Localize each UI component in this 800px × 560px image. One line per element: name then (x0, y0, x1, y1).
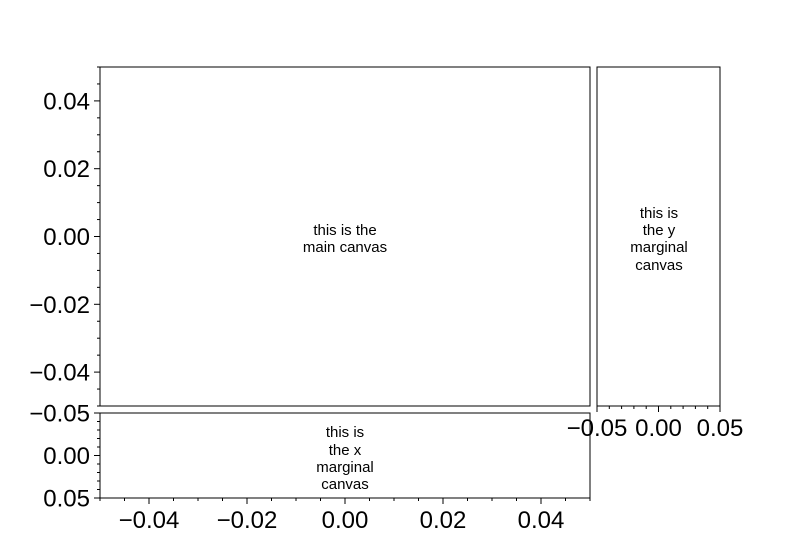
x-tick-label: 0.04 (518, 507, 565, 534)
y-marginal-canvas-annotation-line-3: marginal (630, 239, 688, 256)
y-marginal-canvas-tick-labels: −0.05 0.00 0.05 (567, 415, 744, 442)
y-marginal-canvas-annotation-line-4: canvas (635, 257, 683, 274)
x-marginal-canvas-annotation-line-3: marginal (316, 459, 374, 476)
y-marginal-canvas-annotation-line-1: this is (640, 205, 678, 222)
x-tick-label: 0.00 (322, 507, 369, 534)
y-tick-label: 0.02 (43, 156, 90, 183)
x-tick-label: 0.02 (420, 507, 467, 534)
x-marginal-canvas-tick-labels: −0.05 0.00 0.05 −0.04 −0.02 0.00 0.02 0.04 (29, 401, 564, 535)
y-tick-label: −0.05 (29, 401, 90, 428)
x-tick-label: −0.02 (217, 507, 278, 534)
main-canvas-tick-labels: 0.04 0.02 0.00 −0.02 −0.04 (29, 88, 90, 386)
y-tick-label: −0.04 (29, 360, 90, 387)
y-tick-label: −0.02 (29, 292, 90, 319)
x-tick-label: −0.04 (119, 507, 180, 534)
y-tick-label: 0.00 (43, 224, 90, 251)
y-marginal-canvas-annotation-line-2: the y (643, 222, 676, 239)
x-tick-label: −0.05 (567, 415, 628, 442)
main-canvas: 0.04 0.02 0.00 −0.02 −0.04 this is the main … (29, 66, 591, 407)
y-marginal-canvas: −0.05 0.00 0.05 this is the y marginal can… (567, 66, 744, 442)
x-tick-label: 0.05 (697, 415, 744, 442)
x-marginal-canvas-annotation-line-2: the x (329, 442, 362, 459)
x-marginal-canvas-annotation-line-4: canvas (321, 476, 369, 493)
main-canvas-annotation-line-2: main canvas (303, 239, 387, 256)
y-tick-label: 0.00 (43, 443, 90, 470)
x-marginal-canvas-ticks (94, 412, 591, 504)
y-tick-label: 0.04 (43, 88, 90, 115)
main-canvas-ticks (94, 66, 100, 407)
y-tick-label: 0.05 (43, 486, 90, 513)
main-canvas-annotation-line-1: this is the (313, 222, 376, 239)
y-marginal-canvas-ticks (596, 406, 721, 412)
x-tick-label: 0.00 (635, 415, 682, 442)
x-marginal-canvas: −0.05 0.00 0.05 −0.04 −0.02 0.00 0.02 0.04 this… (29, 401, 591, 535)
x-marginal-canvas-annotation-line-1: this is (326, 424, 364, 441)
